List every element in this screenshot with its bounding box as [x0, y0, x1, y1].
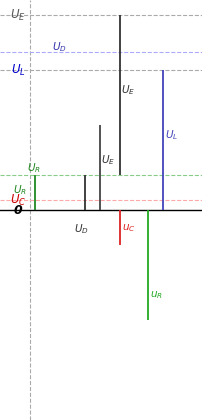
Text: $U_R$: $U_R$	[27, 161, 41, 175]
Text: $U_E$: $U_E$	[120, 83, 135, 97]
Text: $U_L$: $U_L$	[11, 63, 26, 78]
Text: $U_R$: $U_R$	[13, 183, 27, 197]
Text: $U_D$: $U_D$	[74, 222, 88, 236]
Text: $u_R$: $u_R$	[149, 289, 162, 301]
Text: 0: 0	[13, 204, 22, 216]
Text: $U_E$: $U_E$	[10, 8, 26, 23]
Text: $U_D$: $U_D$	[52, 40, 66, 54]
Text: $U_L$: $U_L$	[164, 128, 177, 142]
Text: $u_C$: $u_C$	[121, 222, 135, 234]
Text: $U_E$: $U_E$	[101, 153, 115, 167]
Text: $U_C$: $U_C$	[10, 192, 26, 207]
